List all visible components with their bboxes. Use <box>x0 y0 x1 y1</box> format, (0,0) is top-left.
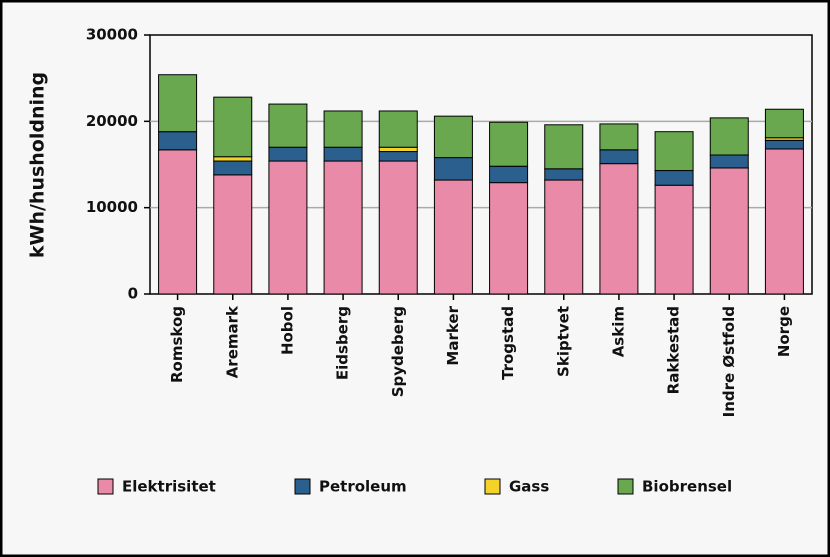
y-axis-label: kWh/husholdning <box>27 72 49 258</box>
bar-segment <box>764 139 804 150</box>
bar-segment <box>213 96 253 158</box>
bar-segment <box>654 184 694 295</box>
bar-segment <box>544 179 584 295</box>
x-tick-label: Askim <box>609 306 627 357</box>
x-tick-label: Aremark <box>223 305 241 378</box>
y-tick-label: 10000 <box>86 198 138 216</box>
legend-swatch <box>97 478 114 495</box>
x-tick-label: Trogstad <box>499 306 517 380</box>
bar-segment <box>158 74 198 133</box>
x-tick-label: Romskog <box>168 306 186 383</box>
bar-segment <box>213 174 253 295</box>
legend-label: Gass <box>509 478 549 496</box>
bar-segment <box>599 123 639 151</box>
x-tick-label: Spydeberg <box>389 306 407 397</box>
bar-segment <box>323 110 363 148</box>
bar-segment <box>544 168 584 181</box>
bar-segment <box>709 117 749 156</box>
bar-segment <box>378 146 418 153</box>
x-tick-label: Hobol <box>278 306 296 355</box>
y-tick-label: 20000 <box>86 112 138 130</box>
bar-segment <box>433 179 473 295</box>
bar-segment <box>599 163 639 295</box>
bar-segment <box>378 160 418 295</box>
bar-segment <box>433 115 473 159</box>
legend-label: Biobrensel <box>642 478 732 496</box>
x-tick-label: Rakkestad <box>665 306 683 394</box>
bar-segment <box>433 157 473 181</box>
bar-segment <box>323 160 363 295</box>
bar-segment <box>323 146 363 162</box>
bar-segment <box>489 121 529 167</box>
bar-segment <box>654 131 694 172</box>
bar-segment <box>764 148 804 295</box>
bar-segment <box>489 165 529 184</box>
bar-segment <box>268 146 308 162</box>
x-tick-label: Skiptvet <box>554 306 572 377</box>
legend-label: Elektrisitet <box>122 478 216 496</box>
bar-segment <box>654 170 694 186</box>
bar-segment <box>213 156 253 162</box>
x-tick-label: Eidsberg <box>334 306 352 380</box>
bar-segment <box>709 167 749 295</box>
bar-segment <box>268 103 308 148</box>
bar-segment <box>709 154 749 169</box>
y-tick-label: 0 <box>128 285 138 303</box>
x-tick-label: Marker <box>444 305 462 365</box>
bar-segment <box>544 124 584 170</box>
legend-label: Petroleum <box>319 478 407 496</box>
bar-segment <box>764 108 804 139</box>
bar-segment <box>158 131 198 151</box>
legend-swatch <box>484 478 501 495</box>
bar-segment <box>158 149 198 295</box>
plot-area <box>149 34 813 295</box>
bar-segment <box>489 182 529 295</box>
x-tick-label: Norge <box>775 306 793 357</box>
bar-segment <box>378 110 418 148</box>
legend-swatch <box>617 478 634 495</box>
y-tick-label: 30000 <box>86 26 138 44</box>
bar-segment <box>378 151 418 162</box>
bar-segment <box>599 149 639 165</box>
x-tick-label: Indre Østfold <box>720 306 738 417</box>
bar-segment <box>213 160 253 176</box>
legend-swatch <box>294 478 311 495</box>
bar-segment <box>268 160 308 295</box>
